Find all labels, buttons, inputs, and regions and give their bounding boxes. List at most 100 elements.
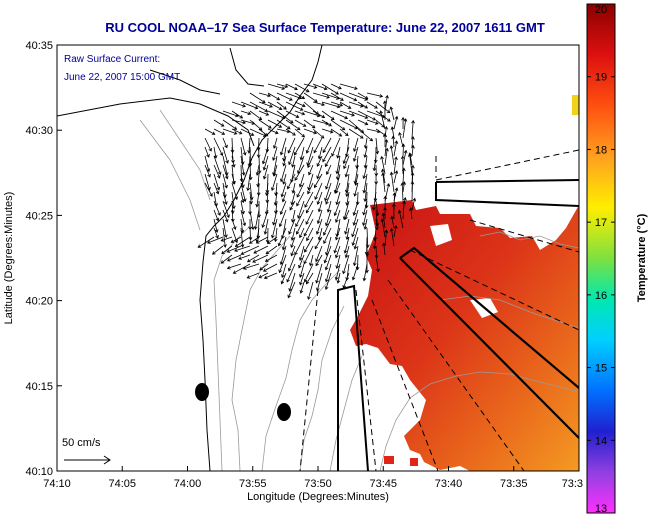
current-vector — [352, 146, 359, 162]
current-vector — [321, 83, 339, 95]
current-vector — [222, 191, 228, 205]
current-vector — [197, 236, 215, 248]
current-vector — [383, 133, 387, 148]
current-vector — [316, 209, 323, 225]
current-vector — [331, 137, 341, 157]
current-vector — [258, 119, 272, 129]
current-vector — [222, 146, 229, 164]
colorbar-tick-label: 19 — [595, 72, 607, 84]
current-vector — [279, 200, 287, 215]
current-vector — [321, 119, 332, 127]
current-vector — [410, 136, 415, 148]
current-vector — [326, 200, 332, 213]
current-vector — [288, 146, 296, 166]
current-vector — [293, 137, 305, 156]
current-vector — [336, 272, 341, 284]
current-vector — [213, 209, 220, 222]
current-vector — [345, 227, 350, 241]
current-vector — [213, 146, 218, 159]
current-vector — [334, 182, 341, 194]
current-vector — [298, 245, 305, 261]
colorbar-tick-label: 14 — [595, 435, 607, 447]
current-vector — [222, 218, 228, 239]
current-vector — [294, 83, 310, 93]
current-vector — [290, 245, 296, 257]
current-vector — [294, 92, 306, 99]
current-vector — [220, 254, 233, 264]
current-vector — [357, 110, 377, 121]
current-vector — [231, 119, 247, 125]
colorbar-ticks: 20 19 18 17 16 15 14 13 — [587, 3, 615, 515]
x-tick-label: 73:40 — [435, 478, 463, 490]
current-vector — [322, 218, 332, 236]
current-vector — [238, 254, 251, 260]
current-vector — [316, 164, 323, 180]
current-vector — [339, 101, 352, 109]
current-vector — [389, 171, 395, 193]
current-vector — [285, 119, 301, 131]
current-vector — [295, 218, 305, 235]
current-vector — [362, 200, 368, 216]
current-vector — [324, 272, 332, 291]
current-vector — [226, 245, 242, 253]
current-vector — [213, 182, 220, 195]
current-vector — [379, 110, 386, 130]
current-vector — [305, 137, 314, 154]
current-vector — [363, 146, 368, 158]
current-vector — [362, 173, 368, 194]
current-vector — [384, 139, 389, 157]
current-vector — [298, 254, 305, 269]
current-vector — [240, 191, 245, 204]
current-vector — [384, 229, 389, 247]
current-vector — [402, 181, 406, 193]
current-vector — [362, 263, 368, 282]
current-vector — [335, 254, 341, 270]
current-vector — [255, 191, 260, 208]
current-vector — [299, 272, 305, 286]
current-vector — [348, 92, 369, 101]
current-vector — [308, 164, 314, 176]
current-vector — [213, 155, 222, 176]
current-vector — [372, 191, 377, 211]
bathymetry-contours — [139, 109, 579, 471]
current-vector — [398, 131, 404, 148]
current-vector — [324, 182, 332, 202]
current-vector — [249, 128, 267, 137]
current-vector — [204, 164, 211, 178]
current-vector — [315, 218, 323, 235]
current-vector — [291, 182, 296, 194]
current-vector — [305, 272, 314, 285]
x-tick-label: 74:05 — [108, 478, 136, 490]
current-vector — [344, 209, 350, 221]
transect-lines — [299, 149, 579, 471]
x-tick-label: 73:50 — [304, 478, 332, 490]
current-vector — [290, 236, 296, 249]
current-vector — [312, 128, 325, 139]
current-vector — [231, 191, 236, 210]
current-vector — [272, 146, 278, 161]
current-vector — [272, 164, 278, 177]
current-vector — [272, 137, 278, 149]
colorbar-tick-label: 13 — [595, 503, 607, 515]
current-vector — [232, 263, 251, 274]
current-vector — [278, 254, 287, 274]
current-vector — [304, 191, 314, 208]
current-vector — [294, 119, 307, 127]
current-vector — [389, 227, 395, 247]
current-vector — [389, 145, 395, 166]
colorbar-label: Temperature (°C) — [636, 213, 648, 302]
current-vector — [352, 209, 359, 226]
current-vector — [290, 227, 296, 241]
y-tick-label: 40:35 — [25, 40, 53, 52]
colorbar-tick-label: 15 — [595, 363, 607, 375]
current-vectors — [197, 83, 417, 300]
current-vector — [366, 101, 378, 109]
current-vector — [252, 254, 269, 263]
current-vector — [344, 164, 350, 178]
current-vector — [400, 182, 405, 202]
current-vector — [294, 236, 305, 256]
current-vector — [325, 209, 332, 227]
current-vector — [336, 146, 341, 159]
current-vector — [344, 218, 350, 235]
